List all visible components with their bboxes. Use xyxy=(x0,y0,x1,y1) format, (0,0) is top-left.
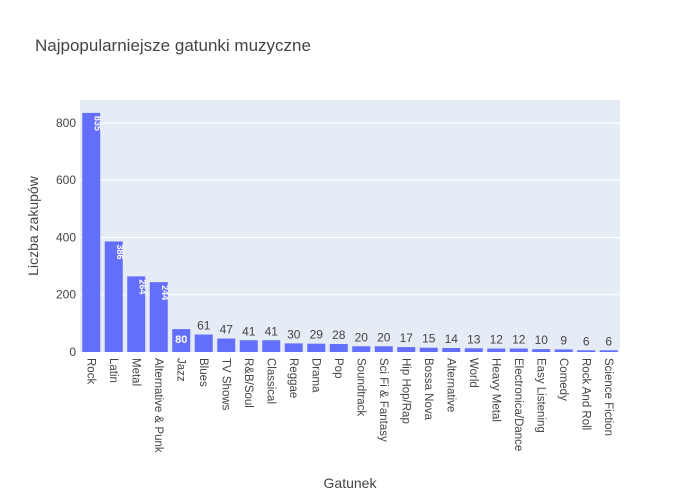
bar-value-label: 20 xyxy=(355,330,369,344)
x-tick-label: World xyxy=(467,358,479,388)
bar-value-labels: 835 386 264 244 80 61 47 41 41 30 29 28 20 20 17 15 14 13… xyxy=(92,116,612,348)
bar xyxy=(172,329,191,352)
x-axis-ticks: Rock Latin Metal Alternative & Punk Jazz Blue… xyxy=(84,358,614,453)
x-tick-label: Pop xyxy=(332,358,344,378)
x-tick-label: Heavy Metal xyxy=(489,358,501,422)
bar-value-label: 41 xyxy=(265,324,279,338)
bar-value-label: 6 xyxy=(583,334,590,348)
bar xyxy=(487,348,506,352)
bar-value-label: 264 xyxy=(137,279,147,294)
bar xyxy=(554,349,573,352)
bar-value-label: 28 xyxy=(332,328,346,342)
x-tick-label: Electronica/Dance xyxy=(512,358,524,451)
x-tick-label: Sci Fi & Fantasy xyxy=(377,358,389,442)
x-tick-label: Blues xyxy=(197,358,209,387)
bar xyxy=(149,282,168,352)
x-tick-label: Classical xyxy=(264,358,276,404)
plot-background xyxy=(80,100,620,352)
bar xyxy=(599,350,618,352)
bar xyxy=(464,348,483,352)
bar-value-label: 13 xyxy=(467,332,481,346)
y-tick-label: 600 xyxy=(56,173,76,187)
bar-value-label: 80 xyxy=(175,334,187,346)
bar-value-label: 12 xyxy=(512,333,526,347)
y-tick-label: 800 xyxy=(56,116,76,130)
x-tick-label: Alternative & Punk xyxy=(152,358,164,453)
bar xyxy=(104,241,123,352)
bar-value-label: 386 xyxy=(115,244,125,259)
bar-value-label: 244 xyxy=(160,285,170,300)
bar xyxy=(397,347,416,352)
bar-value-label: 9 xyxy=(560,333,567,347)
y-axis-ticks: 0 200 400 600 800 xyxy=(56,116,76,359)
x-tick-label: TV Shows xyxy=(219,358,231,411)
bar-value-label: 835 xyxy=(92,116,102,131)
y-axis-label: Liczba zakupów xyxy=(25,175,41,276)
bar-value-label: 10 xyxy=(535,333,549,347)
bar xyxy=(374,346,393,352)
bar xyxy=(284,343,303,352)
bar xyxy=(532,349,551,352)
bar-value-label: 17 xyxy=(400,331,414,345)
x-tick-label: Rock And Roll xyxy=(579,358,591,430)
x-tick-label: Drama xyxy=(309,358,321,393)
bar-value-label: 15 xyxy=(422,332,436,346)
chart-title: Najpopularniejsze gatunki muzyczne xyxy=(35,36,311,55)
x-tick-label: Reggae xyxy=(287,358,299,398)
bar xyxy=(262,340,281,352)
bar xyxy=(442,347,461,352)
bar xyxy=(352,346,371,352)
grid-lines xyxy=(80,122,620,296)
bar xyxy=(577,350,596,352)
bar-value-label: 41 xyxy=(242,324,256,338)
bar xyxy=(239,340,258,352)
bar-value-label: 20 xyxy=(377,330,391,344)
y-tick-label: 400 xyxy=(56,230,76,244)
x-tick-label: Hip Hop/Rap xyxy=(399,358,411,424)
bar-value-label: 30 xyxy=(287,327,301,341)
bar-value-label: 6 xyxy=(605,334,612,348)
bar-value-label: 12 xyxy=(490,333,504,347)
bar xyxy=(419,347,438,352)
bars xyxy=(82,112,618,353)
bar xyxy=(82,112,101,353)
bar-value-label: 29 xyxy=(310,328,324,342)
x-tick-label: Rock xyxy=(84,358,96,384)
x-axis-label: Gatunek xyxy=(324,475,378,491)
x-tick-label: Jazz xyxy=(174,358,186,382)
x-tick-label: Easy Listening xyxy=(534,358,546,433)
bar xyxy=(329,343,348,352)
x-tick-label: Alternative xyxy=(444,358,456,412)
x-tick-label: Science Fiction xyxy=(602,358,614,436)
bar-value-label: 14 xyxy=(445,332,459,346)
x-tick-label: Metal xyxy=(129,358,141,386)
x-tick-label: Bossa Nova xyxy=(422,358,434,421)
bar-value-label: 47 xyxy=(220,323,234,337)
x-tick-label: Latin xyxy=(107,358,119,383)
x-tick-label: Comedy xyxy=(557,358,569,401)
bar-value-label: 61 xyxy=(197,319,211,333)
x-tick-label: Soundtrack xyxy=(354,358,366,416)
bar xyxy=(307,343,326,352)
y-tick-label: 200 xyxy=(56,288,76,302)
bar xyxy=(217,338,236,352)
x-tick-label: R&B/Soul xyxy=(242,358,254,408)
bar xyxy=(194,334,213,352)
y-tick-label: 0 xyxy=(69,345,76,359)
bar xyxy=(509,348,528,352)
bar xyxy=(127,276,146,352)
